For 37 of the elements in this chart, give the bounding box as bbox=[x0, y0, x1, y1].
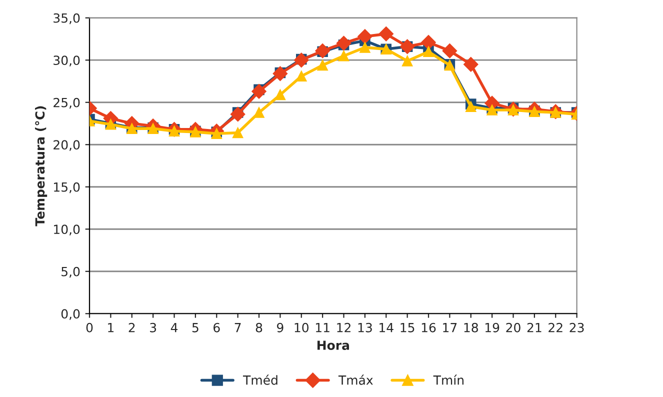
x-tick-label: 7 bbox=[234, 323, 241, 332]
y-axis-title: Temperatura (°C) bbox=[35, 106, 48, 226]
x-tick-label: 22 bbox=[548, 322, 562, 332]
legend-label: Tméd bbox=[242, 374, 278, 385]
x-tick-label: 23 bbox=[570, 322, 584, 332]
y-tick-label: 35,0 bbox=[54, 13, 80, 24]
x-tick-label: 1 bbox=[108, 323, 114, 332]
x-tick-label: 6 bbox=[214, 322, 220, 332]
x-tick-label: 5 bbox=[192, 323, 198, 332]
y-tick-label: 5,0 bbox=[62, 266, 80, 278]
x-tick-label: 18 bbox=[464, 322, 478, 332]
x-axis-title: Hora bbox=[317, 340, 349, 350]
x-tick-label: 3 bbox=[150, 322, 156, 332]
x-tick-label: 17 bbox=[443, 323, 457, 332]
y-tick-label: 15,0 bbox=[54, 182, 80, 194]
x-tick-label: 11 bbox=[316, 323, 330, 332]
x-tick-label: 16 bbox=[422, 322, 436, 332]
x-tick-label: 19 bbox=[485, 322, 500, 332]
x-tick-label: 8 bbox=[256, 322, 262, 332]
x-tick-label: 12 bbox=[337, 322, 350, 332]
y-tick-label: 0,0 bbox=[61, 309, 80, 320]
x-tick-label: 13 bbox=[358, 322, 372, 332]
x-tick-label: 4 bbox=[170, 323, 178, 332]
x-tick-label: 21 bbox=[527, 322, 542, 332]
y-tick-label: 10,0 bbox=[54, 224, 80, 236]
x-tick-label: 9 bbox=[277, 322, 284, 332]
x-tick-label: 14 bbox=[380, 323, 394, 332]
y-tick-label: 20,0 bbox=[54, 140, 80, 151]
legend-label: Tmín bbox=[433, 374, 464, 385]
x-tick-label: 0 bbox=[86, 322, 93, 332]
x-tick-label: 10 bbox=[294, 322, 308, 332]
x-tick-label: 15 bbox=[400, 323, 414, 332]
y-tick-label: 30,0 bbox=[54, 56, 80, 66]
y-tick-label: 25,0 bbox=[54, 98, 80, 109]
x-tick-label: 20 bbox=[506, 322, 520, 332]
x-tick-label: 2 bbox=[128, 322, 135, 332]
legend-label: Tmáx bbox=[338, 374, 373, 385]
